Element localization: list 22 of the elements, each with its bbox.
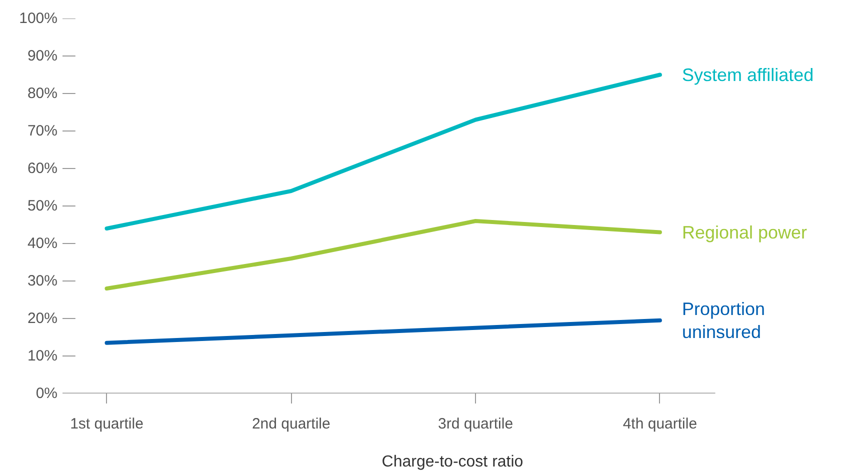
y-tick-label: 30% [27,272,58,290]
x-axis-title: Charge-to-cost ratio [382,454,524,470]
x-tick-label: 4th quartile [622,416,698,432]
line-series [104,318,662,345]
y-tick-label: 20% [27,310,58,327]
x-tick-label: 1st quartile [70,416,144,432]
y-tick-label: 60% [27,160,58,177]
line-series [104,72,662,230]
line-series [104,219,662,290]
series-label: System affiliated [682,64,814,85]
y-tick-label: 0% [36,385,58,402]
x-tick-label: 3rd quartile [438,416,514,432]
y-tick-label: 10% [27,348,58,364]
y-tick-label: 70% [27,122,58,140]
y-tick-label: 80% [27,85,58,102]
series-label: Proportion uninsured [682,298,766,342]
y-tick-label: 40% [27,235,58,252]
x-tick-label: 2nd quartile [252,416,330,432]
y-tick-label: 100% [19,10,58,27]
y-tick-label: 90% [27,48,58,64]
series-label: Regional power [682,222,808,242]
y-tick-label: 50% [27,198,58,214]
